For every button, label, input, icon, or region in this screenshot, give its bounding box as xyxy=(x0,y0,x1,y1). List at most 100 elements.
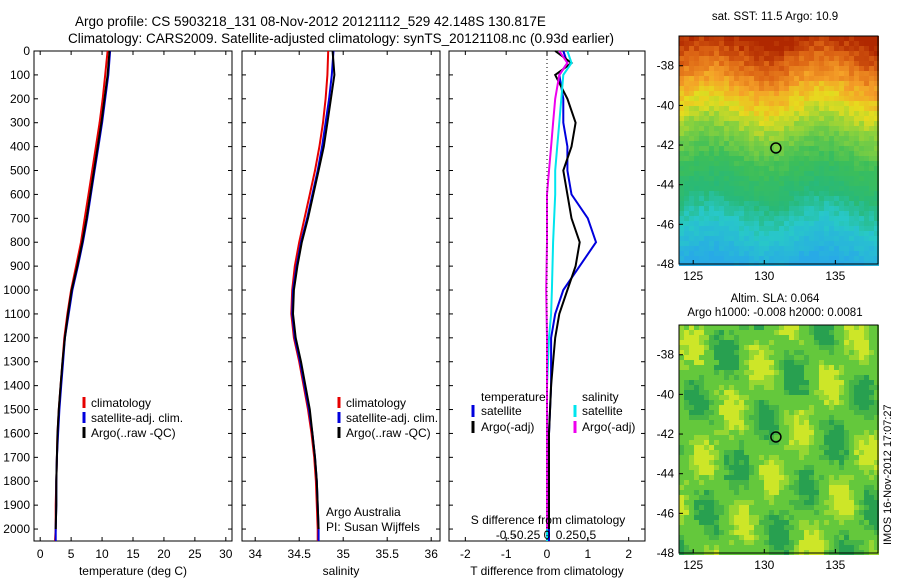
map-cell xyxy=(709,111,714,116)
map-cell xyxy=(814,375,819,380)
map-cell xyxy=(849,530,854,535)
map-cell xyxy=(779,151,784,156)
map-cell xyxy=(854,485,859,490)
map-cell xyxy=(759,206,764,211)
temperature-legend: climatology satellite-adj. clim. Argo(..… xyxy=(82,396,183,440)
map-cell xyxy=(839,360,844,365)
map-cell xyxy=(704,221,709,226)
map-cell xyxy=(789,485,794,490)
map-cell xyxy=(864,101,869,106)
map-cell xyxy=(679,475,684,480)
map-cell xyxy=(744,36,749,41)
map-cell xyxy=(689,61,694,66)
map-cell xyxy=(814,71,819,76)
map-cell xyxy=(744,340,749,345)
map-cell xyxy=(819,515,824,520)
map-cell xyxy=(864,340,869,345)
map-cell xyxy=(844,256,849,261)
map-cell xyxy=(749,196,754,201)
map-cell xyxy=(849,325,854,330)
map-cell xyxy=(859,46,864,51)
map-cell xyxy=(854,236,859,241)
map-cell xyxy=(724,151,729,156)
map-cell xyxy=(754,236,759,241)
map-cell xyxy=(789,370,794,375)
map-cell xyxy=(694,535,699,540)
map-cell xyxy=(774,415,779,420)
map-cell xyxy=(744,350,749,355)
map-cell xyxy=(709,66,714,71)
map-cell xyxy=(699,106,704,111)
map-cell xyxy=(744,510,749,515)
map-cell xyxy=(834,171,839,176)
map-cell xyxy=(874,445,879,450)
map-cell xyxy=(684,161,689,166)
map-cell xyxy=(729,161,734,166)
map-cell xyxy=(709,36,714,41)
series-line-argo-raw-qc- xyxy=(54,50,111,530)
map-cell xyxy=(704,435,709,440)
map-cell xyxy=(749,41,754,46)
map-cell xyxy=(874,385,879,390)
map-cell xyxy=(684,151,689,156)
map-cell xyxy=(749,171,754,176)
map-cell xyxy=(699,141,704,146)
map-cell xyxy=(694,76,699,81)
map-cell xyxy=(834,340,839,345)
map-cell xyxy=(749,206,754,211)
map-cell xyxy=(819,380,824,385)
map-cell xyxy=(844,495,849,500)
map-cell xyxy=(809,450,814,455)
map-cell xyxy=(869,206,874,211)
map-cell xyxy=(799,450,804,455)
map-cell xyxy=(734,495,739,500)
map-cell xyxy=(699,480,704,485)
map-cell xyxy=(754,106,759,111)
map-cell xyxy=(779,535,784,540)
map-cell xyxy=(739,375,744,380)
map-cell xyxy=(729,450,734,455)
map-cell xyxy=(749,425,754,430)
map-cell xyxy=(824,535,829,540)
map-cell xyxy=(804,36,809,41)
map-cell xyxy=(719,520,724,525)
map-cell xyxy=(704,151,709,156)
map-cell xyxy=(809,400,814,405)
map-cell xyxy=(704,241,709,246)
map-cell xyxy=(774,41,779,46)
map-cell xyxy=(809,206,814,211)
map-cell xyxy=(759,425,764,430)
map-cell xyxy=(799,181,804,186)
map-cell xyxy=(774,96,779,101)
map-cell xyxy=(759,46,764,51)
map-cell xyxy=(794,111,799,116)
map-cell xyxy=(699,405,704,410)
map-cell xyxy=(694,485,699,490)
map-cell xyxy=(824,325,829,330)
map-cell xyxy=(709,440,714,445)
map-cell xyxy=(784,246,789,251)
map-cell xyxy=(779,540,784,545)
map-cell xyxy=(849,430,854,435)
map-cell xyxy=(869,485,874,490)
map-cell xyxy=(724,81,729,86)
map-cell xyxy=(859,335,864,340)
map-cell xyxy=(729,535,734,540)
map-cell xyxy=(699,126,704,131)
map-cell xyxy=(714,430,719,435)
map-cell xyxy=(834,191,839,196)
map-cell xyxy=(849,151,854,156)
map-cell xyxy=(679,71,684,76)
map-cell xyxy=(704,256,709,261)
map-cell xyxy=(694,241,699,246)
map-cell xyxy=(874,196,879,201)
map-cell xyxy=(809,520,814,525)
map-cell xyxy=(809,495,814,500)
map-cell xyxy=(829,136,834,141)
temperature-panel: 0100200300400500600700800900100011001200… xyxy=(3,44,233,578)
map-cell xyxy=(784,251,789,256)
map-cell xyxy=(779,256,784,261)
map-cell xyxy=(824,156,829,161)
map-cell xyxy=(714,181,719,186)
map-cell xyxy=(739,131,744,136)
